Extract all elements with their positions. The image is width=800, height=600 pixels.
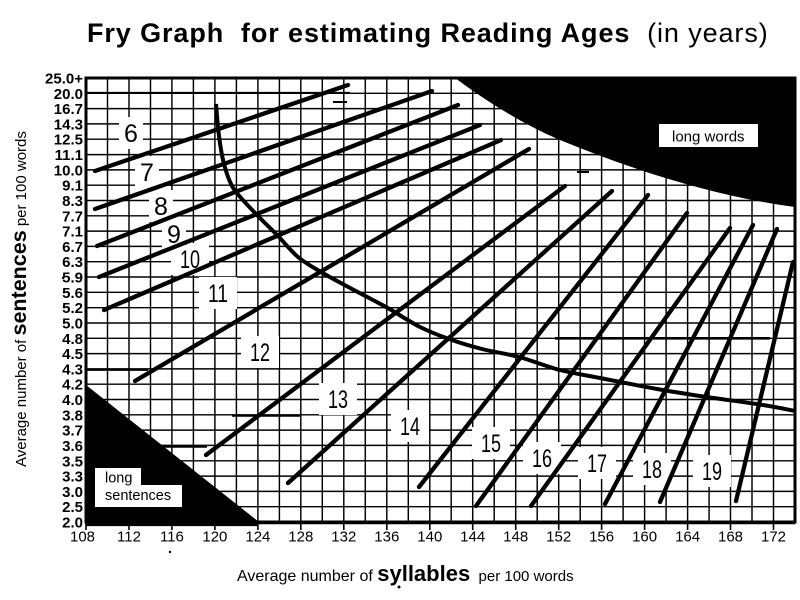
svg-text:14.3: 14.3 bbox=[54, 116, 83, 133]
svg-text:4.8: 4.8 bbox=[62, 331, 83, 348]
svg-text:4.3: 4.3 bbox=[62, 361, 83, 378]
svg-text:6: 6 bbox=[124, 120, 138, 148]
svg-text:11: 11 bbox=[208, 280, 228, 308]
svg-text:152: 152 bbox=[546, 529, 571, 546]
svg-text:19: 19 bbox=[702, 458, 722, 486]
svg-text:172: 172 bbox=[761, 529, 786, 546]
svg-text:112: 112 bbox=[117, 529, 141, 546]
svg-text:124: 124 bbox=[245, 529, 270, 546]
svg-text:4.2: 4.2 bbox=[62, 377, 83, 394]
svg-text:Fry Graph for estimating Read: Fry Graph for estimating Reading Ages (i… bbox=[87, 18, 769, 48]
svg-text:20.0: 20.0 bbox=[54, 86, 83, 103]
svg-text:132: 132 bbox=[331, 529, 356, 546]
svg-text:6.3: 6.3 bbox=[62, 254, 83, 271]
svg-text:5.6: 5.6 bbox=[62, 285, 83, 302]
svg-text:3.5: 3.5 bbox=[62, 453, 83, 470]
svg-text:7.1: 7.1 bbox=[62, 224, 83, 241]
svg-text:10.0: 10.0 bbox=[54, 162, 83, 179]
svg-text:3.0: 3.0 bbox=[62, 484, 83, 501]
svg-text:25.0+: 25.0+ bbox=[45, 71, 83, 88]
svg-text:2.5: 2.5 bbox=[62, 499, 83, 516]
svg-text:128: 128 bbox=[288, 529, 313, 546]
svg-text:6.7: 6.7 bbox=[62, 239, 83, 256]
svg-text:136: 136 bbox=[374, 529, 399, 546]
svg-text:9.1: 9.1 bbox=[62, 178, 83, 195]
svg-text:14: 14 bbox=[400, 413, 420, 441]
svg-text:4.5: 4.5 bbox=[62, 346, 83, 363]
svg-text:16.7: 16.7 bbox=[54, 101, 83, 118]
svg-text:long words: long words bbox=[672, 129, 745, 146]
svg-text:sentences: sentences bbox=[105, 488, 171, 504]
svg-text:164: 164 bbox=[675, 529, 700, 546]
svg-text:11.1: 11.1 bbox=[55, 147, 83, 164]
svg-text:5.0: 5.0 bbox=[62, 316, 83, 333]
svg-text:120: 120 bbox=[202, 529, 227, 546]
svg-text:140: 140 bbox=[417, 529, 442, 546]
svg-text:15: 15 bbox=[481, 430, 501, 458]
svg-text:10: 10 bbox=[180, 246, 200, 274]
svg-text:3.3: 3.3 bbox=[62, 469, 83, 486]
svg-text:3.8: 3.8 bbox=[62, 407, 83, 424]
svg-text:13: 13 bbox=[328, 386, 348, 414]
svg-text:3.7: 3.7 bbox=[62, 423, 83, 440]
svg-text:5.2: 5.2 bbox=[62, 300, 83, 317]
svg-text:12.5: 12.5 bbox=[54, 132, 83, 149]
svg-text:18: 18 bbox=[642, 456, 662, 484]
svg-text:9: 9 bbox=[167, 221, 181, 249]
svg-text:8.3: 8.3 bbox=[62, 193, 83, 210]
svg-text:17: 17 bbox=[587, 450, 607, 478]
svg-text:3.6: 3.6 bbox=[62, 438, 83, 455]
svg-text:160: 160 bbox=[632, 529, 657, 546]
svg-text:5.9: 5.9 bbox=[62, 270, 83, 287]
svg-text:144: 144 bbox=[460, 529, 485, 546]
svg-text:16: 16 bbox=[532, 445, 552, 473]
svg-text:long: long bbox=[105, 471, 132, 487]
svg-text:2.0: 2.0 bbox=[62, 515, 83, 532]
svg-text:108: 108 bbox=[70, 529, 95, 546]
svg-text:4.0: 4.0 bbox=[62, 392, 83, 409]
svg-text:7.7: 7.7 bbox=[62, 208, 83, 225]
svg-text:148: 148 bbox=[503, 529, 528, 546]
svg-text:12: 12 bbox=[250, 339, 270, 367]
svg-text:7: 7 bbox=[140, 159, 154, 187]
svg-text:8: 8 bbox=[154, 193, 168, 221]
svg-text:116: 116 bbox=[160, 529, 184, 546]
svg-text:156: 156 bbox=[589, 529, 614, 546]
svg-text:168: 168 bbox=[718, 529, 743, 546]
